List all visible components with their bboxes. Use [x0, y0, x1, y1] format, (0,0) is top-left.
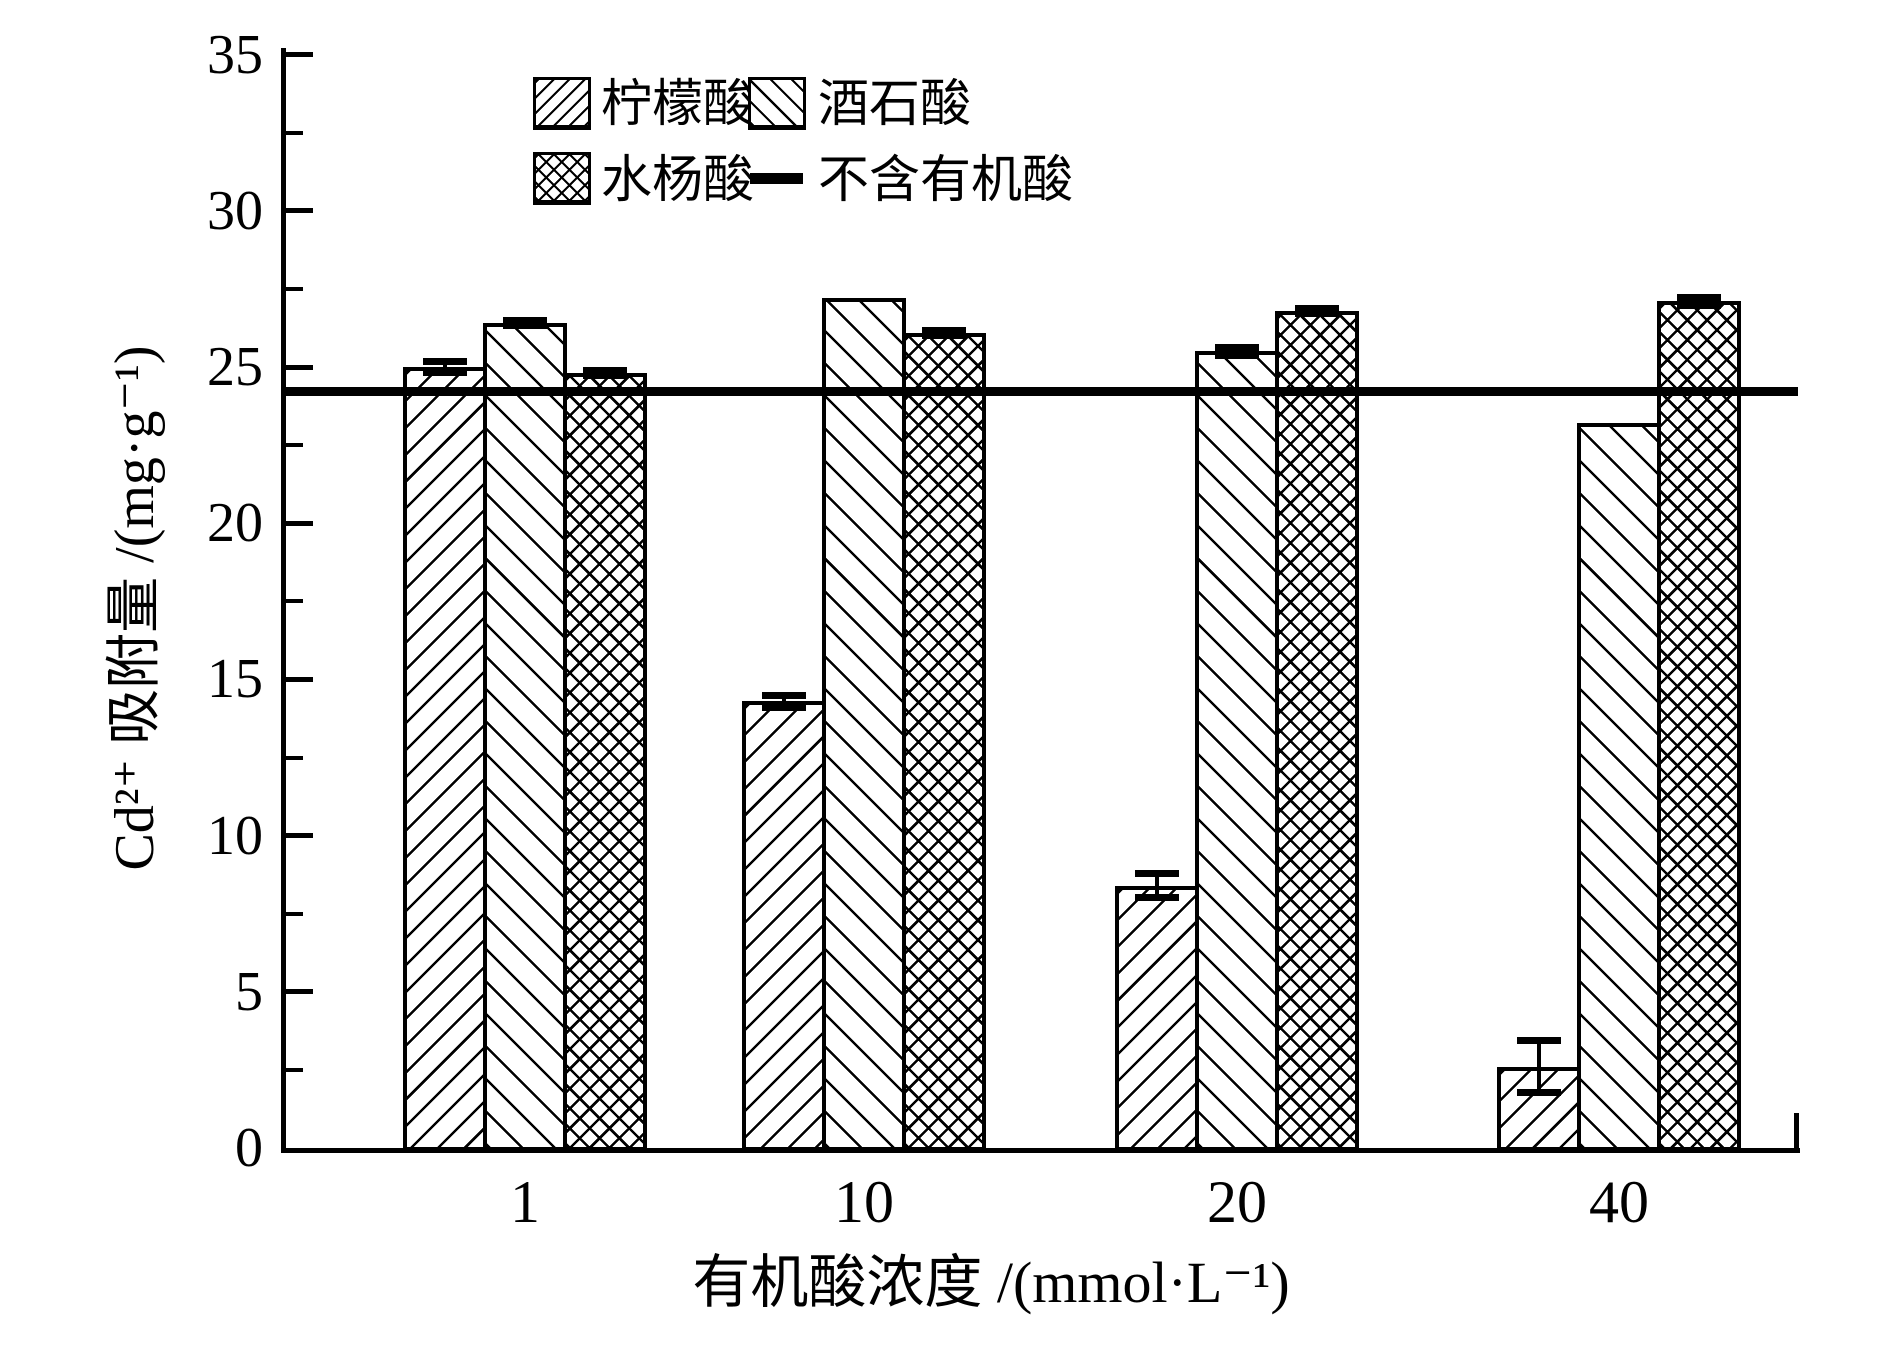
legend-swatch-salicylic-acid	[533, 152, 591, 205]
error-bar-cap-bottom	[503, 322, 547, 330]
error-bar-cap-top	[1677, 293, 1721, 301]
y-major-tick	[286, 208, 313, 214]
bar-酒石酸-20	[1195, 351, 1279, 1151]
bar-柠檬酸-1	[403, 367, 487, 1151]
y-major-tick	[286, 520, 313, 526]
error-bar-cap-bottom	[1295, 309, 1339, 317]
y-tick-label: 30	[207, 179, 263, 242]
error-bar-stem	[1155, 873, 1159, 899]
error-bar-stem	[1697, 296, 1701, 307]
error-bar-cap-bottom	[423, 369, 467, 377]
y-minor-tick	[286, 911, 303, 916]
bar-酒石酸-40	[1577, 423, 1661, 1151]
y-major-tick	[286, 52, 313, 58]
y-tick-label: 5	[235, 960, 263, 1023]
bar-水杨酸-20	[1275, 310, 1359, 1151]
y-minor-tick	[286, 443, 303, 448]
error-bar-cap-bottom	[1135, 894, 1179, 902]
y-tick-label: 20	[207, 492, 263, 555]
error-bar-cap-top	[1215, 343, 1259, 351]
bar-水杨酸-1	[563, 373, 647, 1151]
y-major-tick	[286, 676, 313, 682]
bar-酒石酸-10	[822, 298, 906, 1151]
error-bar-cap-top	[1517, 1037, 1561, 1045]
legend-reference-line-sample	[750, 173, 803, 184]
error-bar-cap-bottom	[762, 703, 806, 711]
x-category-label: 40	[1589, 1169, 1649, 1235]
y-tick-label: 15	[207, 648, 263, 711]
y-tick-label: 35	[207, 23, 263, 86]
legend-label-citric-acid: 柠檬酸	[601, 77, 755, 133]
error-bar-cap-top	[762, 692, 806, 700]
error-bar-stem	[1235, 346, 1239, 357]
y-major-tick	[286, 833, 313, 839]
y-major-tick	[286, 989, 313, 995]
error-bar-cap-top	[1135, 870, 1179, 878]
y-major-tick	[286, 364, 313, 370]
x-category-label: 10	[834, 1169, 894, 1235]
error-bar-cap-bottom	[583, 372, 627, 380]
y-minor-tick	[286, 130, 303, 135]
x-axis-end-tick	[1794, 1113, 1799, 1148]
legend-swatch-citric-acid	[533, 77, 591, 130]
error-bar-stem	[443, 360, 447, 374]
error-bar-cap-top	[1295, 304, 1339, 312]
error-bar-cap-bottom	[1215, 352, 1259, 360]
y-minor-tick	[286, 599, 303, 604]
error-bar-cap-top	[503, 317, 547, 325]
error-bar-cap-top	[583, 367, 627, 375]
error-bar-cap-bottom	[1517, 1089, 1561, 1097]
error-bar-stem	[782, 695, 786, 708]
y-axis-title: Cd²⁺ 吸附量 /(mg·g⁻¹)	[104, 345, 166, 871]
x-category-label: 20	[1207, 1169, 1267, 1235]
error-bar-cap-bottom	[1677, 302, 1721, 310]
error-bar-cap-top	[922, 326, 966, 334]
error-bar-cap-top	[423, 357, 467, 365]
y-tick-label: 25	[207, 336, 263, 398]
legend-label-tartaric-acid: 酒石酸	[818, 77, 972, 133]
y-minor-tick	[286, 755, 303, 760]
x-axis-spine	[281, 1148, 1800, 1153]
bar-水杨酸-40	[1657, 301, 1741, 1151]
y-minor-tick	[286, 286, 303, 291]
x-axis-title: 有机酸浓度 /(mmol·L⁻¹)	[692, 1250, 1290, 1315]
y-tick-label: 0	[235, 1117, 263, 1179]
bar-酒石酸-1	[483, 323, 567, 1151]
bar-柠檬酸-20	[1115, 885, 1199, 1151]
y-tick-label: 10	[207, 804, 263, 867]
y-minor-tick	[286, 1067, 303, 1072]
x-category-label: 1	[510, 1169, 540, 1235]
bar-柠檬酸-10	[742, 701, 826, 1151]
legend-label-no-organic-acid: 不含有机酸	[818, 153, 1074, 209]
legend-swatch-tartaric-acid	[748, 77, 806, 130]
y-axis-spine	[281, 48, 286, 1153]
reference-line	[281, 387, 1798, 397]
error-bar-cap-bottom	[922, 331, 966, 339]
legend-label-salicylic-acid: 水杨酸	[601, 153, 755, 209]
bar-水杨酸-10	[902, 332, 986, 1151]
error-bar-stem	[1537, 1040, 1541, 1094]
